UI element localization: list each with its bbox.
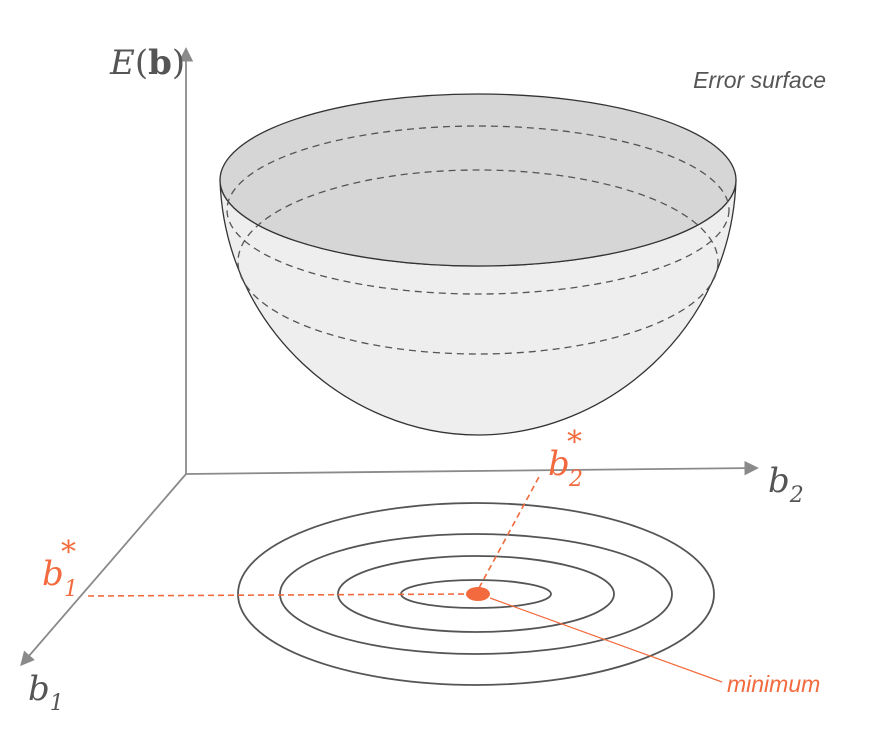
bowl-level-ring-upper	[226, 125, 730, 295]
bowl-level-ring-lower	[237, 169, 719, 355]
minimum-point	[466, 587, 490, 601]
svg-text:1: 1	[64, 577, 78, 602]
b2-star-label: b * 2	[548, 425, 583, 492]
z-axis-label: E(b)	[109, 43, 185, 83]
svg-text:b: b	[548, 444, 570, 484]
error-surface-bowl	[219, 93, 737, 436]
error-surface-label: Error surface	[693, 67, 826, 93]
minimum-pointer-line	[489, 597, 723, 683]
minimum-label: minimum	[727, 671, 820, 697]
svg-text:*: *	[567, 425, 582, 460]
svg-text:*: *	[61, 535, 76, 570]
projection-lines	[87, 474, 723, 683]
y-axis-label: b1	[28, 669, 64, 716]
y-axis-line	[20, 473, 187, 667]
bowl-rim	[219, 93, 737, 267]
x-axis-label: b2	[768, 461, 804, 508]
x-axis-line	[185, 460, 759, 476]
svg-text:b: b	[42, 554, 64, 594]
b1-star-label: b * 1	[42, 535, 78, 602]
contour-ring-1	[237, 502, 715, 686]
contour-ring-2	[279, 533, 673, 655]
axes	[20, 47, 759, 667]
svg-text:2: 2	[568, 467, 583, 492]
b2-projection-line	[478, 474, 541, 589]
b1-projection-line	[87, 593, 471, 597]
